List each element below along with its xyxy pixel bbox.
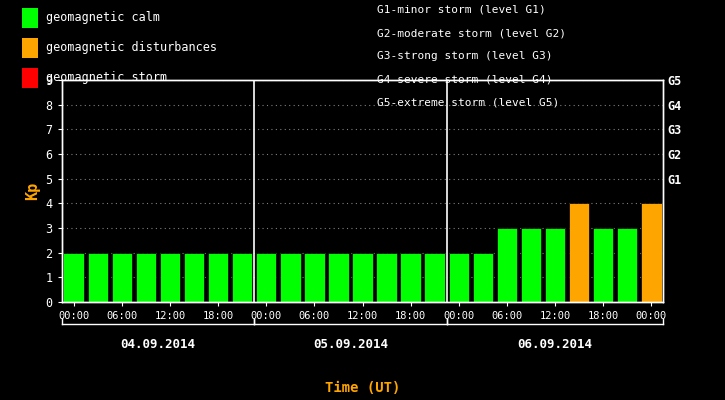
Bar <box>424 253 445 302</box>
Text: geomagnetic disturbances: geomagnetic disturbances <box>46 42 218 54</box>
Bar <box>304 253 325 302</box>
Bar <box>112 253 132 302</box>
Bar <box>617 228 637 302</box>
Text: G1-minor storm (level G1): G1-minor storm (level G1) <box>377 5 546 15</box>
Text: Time (UT): Time (UT) <box>325 381 400 395</box>
Bar <box>449 253 469 302</box>
Bar <box>280 253 301 302</box>
Text: G4-severe storm (level G4): G4-severe storm (level G4) <box>377 74 552 85</box>
Text: geomagnetic calm: geomagnetic calm <box>46 12 160 24</box>
Text: 04.09.2014: 04.09.2014 <box>120 338 196 350</box>
Bar <box>497 228 517 302</box>
Bar <box>63 253 84 302</box>
Bar <box>593 228 613 302</box>
Bar <box>256 253 276 302</box>
Y-axis label: Kp: Kp <box>25 182 40 200</box>
Bar <box>208 253 228 302</box>
Text: G2-moderate storm (level G2): G2-moderate storm (level G2) <box>377 28 566 38</box>
Bar <box>328 253 349 302</box>
Bar <box>232 253 252 302</box>
Bar <box>400 253 421 302</box>
Bar <box>160 253 181 302</box>
Bar <box>88 253 108 302</box>
Bar <box>569 203 589 302</box>
Bar <box>183 253 204 302</box>
Text: 05.09.2014: 05.09.2014 <box>313 338 388 350</box>
Text: G3-strong storm (level G3): G3-strong storm (level G3) <box>377 51 552 61</box>
Bar <box>641 203 662 302</box>
Text: 06.09.2014: 06.09.2014 <box>518 338 592 350</box>
Bar <box>544 228 566 302</box>
Bar <box>521 228 542 302</box>
Text: G5-extreme storm (level G5): G5-extreme storm (level G5) <box>377 98 559 108</box>
Bar <box>136 253 156 302</box>
Bar <box>473 253 493 302</box>
Text: geomagnetic storm: geomagnetic storm <box>46 72 167 84</box>
Bar <box>352 253 373 302</box>
Bar <box>376 253 397 302</box>
